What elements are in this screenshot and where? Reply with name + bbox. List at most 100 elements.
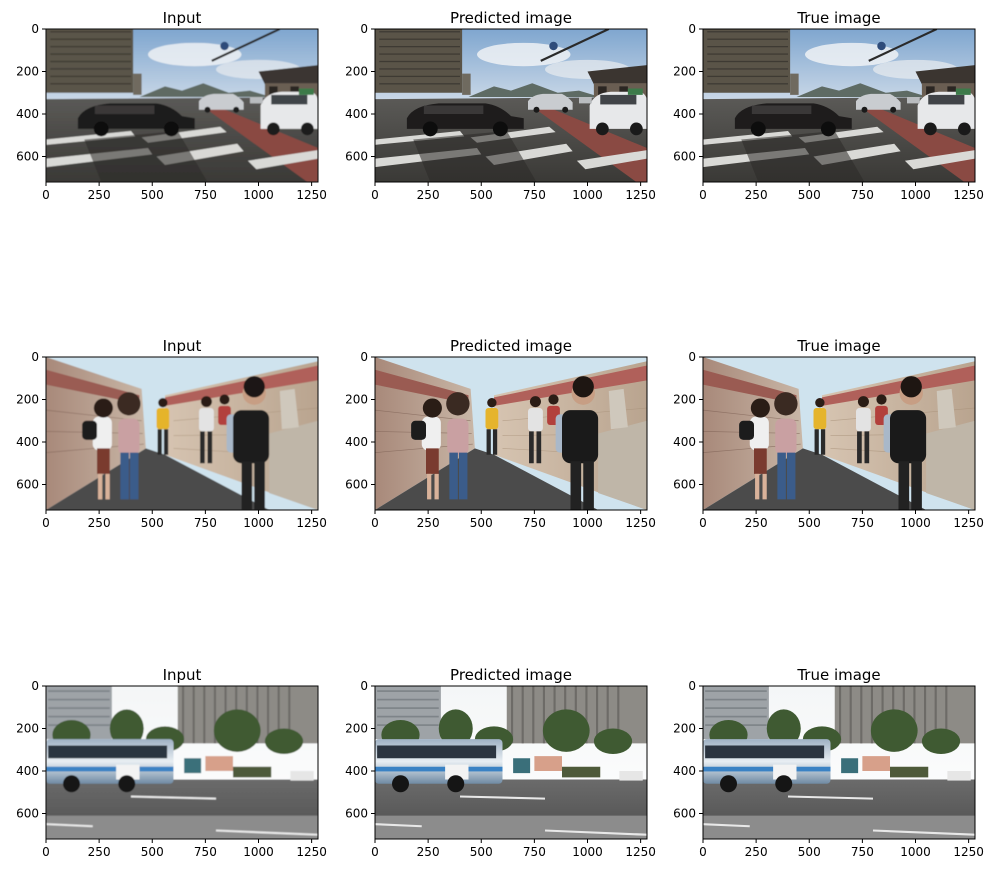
panel-title: Input [163, 666, 202, 684]
axes-frame [702, 28, 976, 183]
x-tick-label: 0 [42, 188, 50, 202]
y-tick-label: 200 [16, 393, 39, 407]
x-tick-label: 750 [851, 188, 874, 202]
y-tick-label: 0 [360, 350, 368, 364]
x-tick-label: 0 [42, 516, 50, 530]
y-tick-label: 400 [673, 435, 696, 449]
x-tick-label: 750 [851, 516, 874, 530]
x-tick-label: 750 [194, 516, 217, 530]
y-tick-label: 600 [345, 150, 368, 164]
x-tick-label: 500 [798, 845, 821, 859]
y-tick-label: 200 [673, 65, 696, 79]
image-panel: Input 0 250 500 750 1000 1250 0 200 400 600 [16, 9, 327, 202]
image-panel: Input 0 250 500 750 1000 1250 0 200 400 600 [16, 337, 327, 530]
panel-title: Input [163, 9, 202, 27]
y-tick-label: 400 [345, 764, 368, 778]
y-tick-label: 0 [688, 679, 696, 693]
axes-frame [374, 356, 648, 511]
x-tick-label: 250 [745, 845, 768, 859]
y-tick-label: 600 [16, 807, 39, 821]
y-tick-label: 600 [673, 150, 696, 164]
x-tick-label: 1250 [953, 188, 984, 202]
x-tick-label: 500 [470, 516, 493, 530]
x-tick-label: 1250 [296, 516, 327, 530]
image-panel: True image 0 250 500 750 1000 1250 0 200 400 600 [673, 666, 984, 859]
axes-frame [702, 356, 976, 511]
y-tick-label: 200 [673, 722, 696, 736]
panel-title: True image [796, 9, 880, 27]
x-tick-label: 500 [798, 516, 821, 530]
x-tick-label: 1000 [572, 188, 603, 202]
y-tick-label: 400 [345, 435, 368, 449]
axes-frame [702, 685, 976, 840]
panel-title: True image [796, 666, 880, 684]
y-tick-label: 200 [16, 65, 39, 79]
x-tick-label: 0 [699, 845, 707, 859]
x-tick-label: 0 [699, 516, 707, 530]
y-tick-label: 600 [673, 807, 696, 821]
photo-alley [375, 357, 647, 510]
x-tick-label: 750 [194, 188, 217, 202]
y-tick-label: 600 [673, 478, 696, 492]
x-tick-label: 0 [371, 188, 379, 202]
x-tick-label: 250 [88, 516, 111, 530]
axes-frame [45, 28, 319, 183]
axes-frame [45, 685, 319, 840]
y-tick-label: 0 [31, 22, 39, 36]
x-tick-label: 1250 [953, 845, 984, 859]
x-tick-label: 500 [141, 516, 164, 530]
panel-title: Predicted image [450, 666, 572, 684]
x-tick-label: 1250 [296, 188, 327, 202]
x-tick-label: 0 [371, 516, 379, 530]
y-tick-label: 400 [16, 435, 39, 449]
x-tick-label: 500 [141, 845, 164, 859]
axes-frame [45, 356, 319, 511]
photo-alley [703, 357, 975, 510]
axes-frame [374, 28, 648, 183]
x-tick-label: 750 [194, 845, 217, 859]
x-tick-label: 500 [470, 188, 493, 202]
x-tick-label: 250 [88, 188, 111, 202]
photo-bus [375, 686, 647, 839]
x-tick-label: 750 [523, 188, 546, 202]
panel-title: Predicted image [450, 337, 572, 355]
image-panel: True image 0 250 500 750 1000 1250 0 200 400 600 [673, 337, 984, 530]
x-tick-label: 1250 [296, 845, 327, 859]
image-panel: Predicted image 0 250 500 750 1000 1250 0 200 400… [345, 337, 656, 530]
y-tick-label: 600 [345, 807, 368, 821]
x-tick-label: 1250 [953, 516, 984, 530]
x-tick-label: 1000 [900, 188, 931, 202]
photo-street [375, 29, 647, 182]
x-tick-label: 1000 [900, 516, 931, 530]
x-tick-label: 750 [523, 845, 546, 859]
y-tick-label: 400 [16, 764, 39, 778]
y-tick-label: 200 [16, 722, 39, 736]
y-tick-label: 200 [673, 393, 696, 407]
y-tick-label: 600 [16, 150, 39, 164]
x-tick-label: 1250 [625, 516, 656, 530]
y-tick-label: 400 [345, 107, 368, 121]
x-tick-label: 1000 [243, 516, 274, 530]
image-panel: Predicted image 0 250 500 750 1000 1250 0 200 400… [345, 9, 656, 202]
x-tick-label: 500 [141, 188, 164, 202]
x-tick-label: 250 [745, 516, 768, 530]
y-tick-label: 600 [345, 478, 368, 492]
x-tick-label: 1250 [625, 845, 656, 859]
y-tick-label: 200 [345, 722, 368, 736]
axes-frame [374, 685, 648, 840]
y-tick-label: 0 [688, 22, 696, 36]
photo-alley [46, 357, 318, 510]
x-tick-label: 0 [699, 188, 707, 202]
y-tick-label: 200 [345, 393, 368, 407]
x-tick-label: 250 [88, 845, 111, 859]
x-tick-label: 250 [417, 845, 440, 859]
x-tick-label: 1000 [572, 516, 603, 530]
y-tick-label: 400 [673, 107, 696, 121]
y-tick-label: 0 [360, 22, 368, 36]
x-tick-label: 0 [42, 845, 50, 859]
panel-title: Input [163, 337, 202, 355]
y-tick-label: 200 [345, 65, 368, 79]
x-tick-label: 750 [523, 516, 546, 530]
y-tick-label: 400 [16, 107, 39, 121]
